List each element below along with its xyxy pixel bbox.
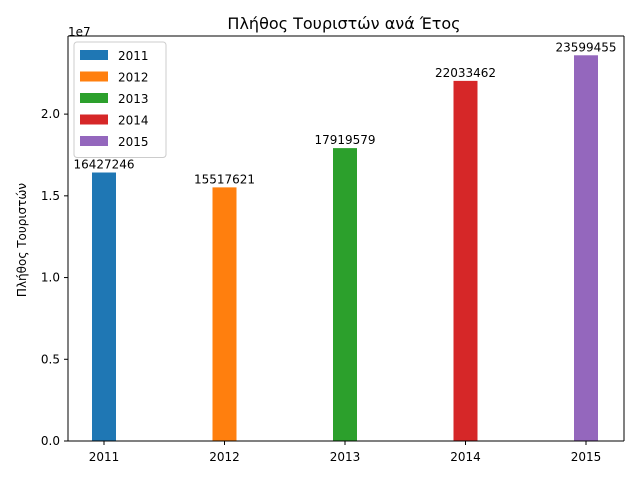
legend-entry: 2013	[118, 92, 149, 106]
data-label: 22033462	[435, 66, 496, 80]
y-tick-label: 1.0	[41, 271, 60, 285]
y-axis-offset-label: 1e7	[68, 25, 91, 39]
legend-entry: 2014	[118, 114, 149, 128]
legend-swatch-2011	[80, 50, 108, 60]
x-tick-label: 2011	[89, 450, 120, 464]
data-label: 16427246	[73, 158, 134, 172]
x-tick-label: 2013	[330, 450, 361, 464]
legend-swatch-2012	[80, 71, 108, 82]
legend: 2011 2012 2013 2014 2015	[73, 41, 167, 158]
legend-swatch-2013	[80, 93, 108, 103]
bar-2013	[333, 148, 357, 441]
legend-swatch-2015	[80, 136, 108, 146]
bar-2015	[574, 55, 598, 442]
legend-swatch-2014	[80, 114, 108, 125]
x-tick-label: 2014	[450, 450, 481, 464]
data-label: 23599455	[555, 40, 616, 54]
bar-2012	[212, 187, 237, 441]
y-tick-label: 0.0	[41, 434, 60, 448]
bar-2011	[92, 172, 116, 441]
y-tick-label: 0.5	[41, 352, 60, 366]
x-tick-label: 2015	[571, 450, 602, 464]
plot-area: 16427246 15517621 17919579 22033462 23599455…	[41, 35, 625, 464]
chart-title: Πλήθος Τουριστών ανά Έτος	[227, 14, 460, 33]
legend-entry: 2011	[118, 49, 149, 63]
data-label: 17919579	[314, 133, 375, 147]
data-label: 15517621	[194, 172, 255, 186]
legend-entry: 2012	[118, 71, 149, 85]
y-axis-label: Πλήθος Τουριστών	[15, 183, 29, 297]
y-tick-label: 1.5	[41, 189, 60, 203]
y-tick-label: 2.0	[41, 107, 60, 121]
x-tick-label: 2012	[209, 450, 240, 464]
legend-entry: 2015	[118, 135, 149, 149]
legend-frame	[73, 41, 167, 158]
bar-2014	[453, 80, 478, 442]
